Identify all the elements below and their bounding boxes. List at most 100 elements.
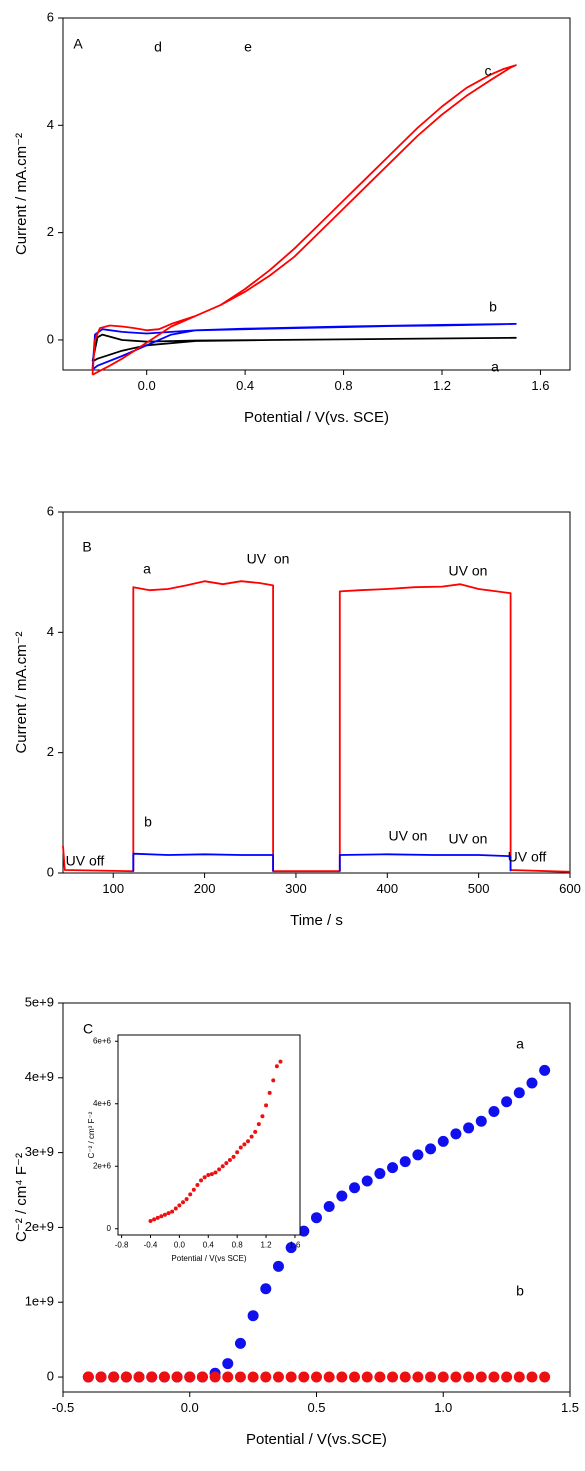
data-point	[188, 1192, 193, 1197]
data-point	[235, 1150, 240, 1155]
y-tick-label: 6e+6	[93, 1036, 112, 1045]
plot-frame	[62, 511, 571, 874]
x-tick-label: -0.4	[144, 1240, 158, 1249]
data-point	[271, 1078, 276, 1083]
data-point	[412, 1371, 424, 1383]
data-point	[501, 1096, 513, 1108]
data-point	[272, 1371, 284, 1383]
data-point	[152, 1217, 157, 1222]
data-point	[253, 1129, 258, 1134]
data-point	[231, 1154, 236, 1159]
data-point	[475, 1115, 487, 1127]
data-point	[227, 1158, 232, 1162]
data-point	[399, 1371, 411, 1383]
data-point	[184, 1197, 189, 1202]
y-tick-label: 6	[47, 9, 54, 24]
data-point	[260, 1371, 272, 1383]
data-point	[437, 1371, 449, 1383]
data-point	[196, 1371, 208, 1383]
annotation: a	[143, 561, 151, 577]
data-point	[95, 1371, 107, 1383]
data-line	[132, 852, 512, 872]
y-tick-label: 5e+9	[25, 994, 54, 1009]
data-point	[133, 1371, 145, 1383]
data-point	[336, 1371, 348, 1383]
data-point	[148, 1218, 153, 1223]
y-tick-label: 0	[47, 1368, 54, 1383]
data-point	[199, 1178, 204, 1183]
annotation: A	[73, 36, 83, 52]
data-point	[234, 1371, 246, 1383]
data-point	[298, 1225, 310, 1237]
data-point	[526, 1371, 538, 1383]
x-tick-label: 1.0	[434, 1400, 452, 1415]
data-point	[247, 1310, 259, 1322]
annotation: a	[516, 1036, 524, 1052]
data-point	[285, 1371, 297, 1383]
y-axis-label: Current / mA.cm⁻²	[13, 133, 30, 255]
plot-frame	[62, 17, 571, 371]
y-tick-label: 4	[47, 117, 54, 132]
x-tick-label: 1.6	[289, 1240, 301, 1249]
data-point	[242, 1142, 247, 1147]
x-tick-label: -0.8	[115, 1240, 129, 1249]
y-tick-label: 1e+9	[25, 1294, 54, 1309]
x-tick-label: 0.5	[307, 1400, 325, 1415]
data-point	[249, 1134, 254, 1139]
data-point	[267, 1090, 272, 1095]
data-point	[184, 1371, 196, 1383]
data-point	[224, 1161, 229, 1166]
data-point	[177, 1203, 182, 1208]
y-tick-label: 4e+9	[25, 1069, 54, 1084]
annotation: e	[244, 39, 252, 55]
data-point	[217, 1167, 222, 1172]
y-tick-label: 4	[47, 624, 54, 639]
data-point	[162, 1212, 167, 1217]
annotation: UV on	[449, 831, 488, 847]
x-axis-label: Time / s	[290, 912, 343, 929]
x-tick-label: 0.0	[174, 1240, 186, 1249]
x-tick-label: 500	[468, 881, 490, 896]
data-point	[311, 1212, 322, 1224]
data-point	[349, 1182, 361, 1194]
x-tick-label: 100	[102, 881, 124, 896]
data-point	[336, 1190, 348, 1202]
y-axis-label: C⁻² / cm³ F⁻²	[87, 1111, 96, 1158]
data-point	[361, 1175, 373, 1187]
data-point	[202, 1175, 207, 1180]
x-tick-label: 1.6	[531, 378, 549, 393]
data-point	[206, 1173, 211, 1177]
x-tick-label: 200	[194, 881, 216, 896]
annotation: C	[83, 1021, 93, 1037]
annotation: UV on	[247, 551, 290, 567]
x-tick-label: 0.8	[335, 378, 353, 393]
data-line	[91, 333, 517, 363]
data-point	[311, 1371, 322, 1383]
data-point	[278, 1059, 283, 1064]
x-tick-label: 0.8	[232, 1240, 244, 1249]
annotation: b	[489, 299, 497, 315]
x-axis-label: Potential / V(vs.SCE)	[246, 1431, 387, 1448]
data-point	[155, 1215, 160, 1220]
x-axis-label: Potential / V(vs SCE)	[171, 1254, 246, 1263]
data-point	[181, 1200, 185, 1205]
x-tick-label: 1.2	[433, 378, 451, 393]
data-point	[475, 1371, 487, 1383]
y-tick-label: 2e+6	[93, 1161, 112, 1170]
x-tick-label: 1.5	[561, 1400, 579, 1415]
data-point	[108, 1371, 120, 1383]
y-tick-label: 6	[47, 503, 54, 518]
data-point	[539, 1371, 551, 1383]
data-point	[195, 1183, 200, 1187]
data-point	[501, 1371, 513, 1383]
y-tick-label: 2e+9	[25, 1219, 54, 1234]
y-tick-label: 0	[47, 864, 54, 879]
data-point	[387, 1162, 399, 1174]
data-point	[82, 1371, 94, 1383]
y-tick-label: 3e+9	[25, 1144, 54, 1159]
annotation: a	[491, 359, 499, 375]
y-tick-label: 2	[47, 744, 54, 759]
annotation: b	[516, 1283, 524, 1299]
data-point	[412, 1149, 424, 1161]
